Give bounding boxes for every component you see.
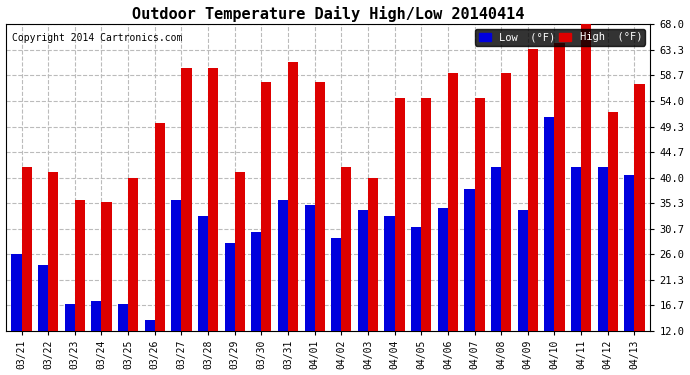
Bar	[342, 166, 351, 331]
Bar	[48, 172, 59, 331]
Bar	[171, 200, 181, 331]
Bar	[491, 166, 501, 331]
Bar	[208, 68, 218, 331]
Bar	[437, 208, 448, 331]
Bar	[278, 200, 288, 331]
Bar	[598, 166, 608, 331]
Bar	[251, 232, 262, 331]
Bar	[304, 205, 315, 331]
Bar	[581, 24, 591, 331]
Bar	[128, 178, 138, 331]
Bar	[225, 243, 235, 331]
Bar	[422, 98, 431, 331]
Bar	[65, 304, 75, 331]
Bar	[155, 123, 165, 331]
Title: Outdoor Temperature Daily High/Low 20140414: Outdoor Temperature Daily High/Low 20140…	[132, 6, 524, 21]
Bar	[501, 74, 511, 331]
Bar	[544, 117, 555, 331]
Bar	[368, 178, 378, 331]
Bar	[235, 172, 245, 331]
Bar	[624, 175, 634, 331]
Bar	[38, 265, 48, 331]
Bar	[411, 227, 422, 331]
Bar	[518, 210, 528, 331]
Bar	[395, 98, 405, 331]
Bar	[315, 82, 325, 331]
Legend: Low  (°F), High  (°F): Low (°F), High (°F)	[475, 29, 645, 46]
Bar	[101, 202, 112, 331]
Bar	[384, 216, 395, 331]
Bar	[571, 166, 581, 331]
Bar	[118, 304, 128, 331]
Bar	[358, 210, 368, 331]
Bar	[198, 216, 208, 331]
Bar	[288, 63, 298, 331]
Bar	[91, 301, 101, 331]
Bar	[608, 112, 618, 331]
Bar	[555, 43, 564, 331]
Bar	[331, 238, 342, 331]
Bar	[75, 200, 85, 331]
Bar	[262, 82, 271, 331]
Bar	[12, 254, 21, 331]
Bar	[181, 68, 192, 331]
Bar	[634, 84, 644, 331]
Bar	[475, 98, 484, 331]
Bar	[448, 74, 458, 331]
Bar	[21, 166, 32, 331]
Bar	[464, 189, 475, 331]
Bar	[145, 320, 155, 331]
Text: Copyright 2014 Cartronics.com: Copyright 2014 Cartronics.com	[12, 33, 182, 44]
Bar	[528, 49, 538, 331]
